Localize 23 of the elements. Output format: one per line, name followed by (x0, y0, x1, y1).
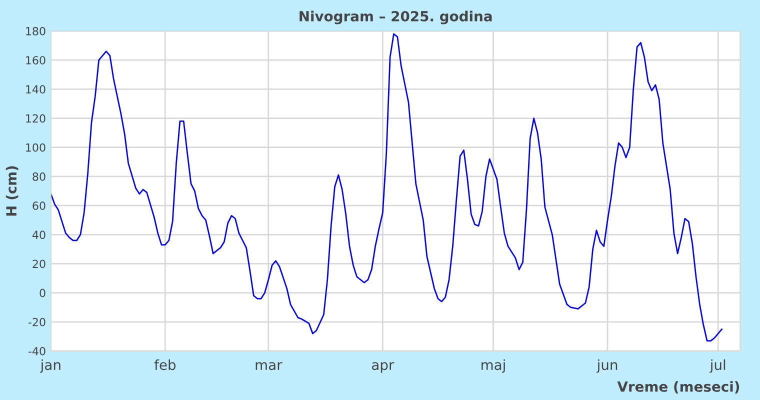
y-tick-label: 160 (26, 56, 46, 64)
x-tick-label: maj (482, 359, 505, 373)
x-tick-label: jul (710, 359, 726, 373)
line-series (50, 33, 723, 342)
y-tick-label: 140 (26, 85, 46, 94)
x-axis-title: Vreme (meseci) (617, 381, 740, 394)
y-axis-title: H (cm) (6, 166, 18, 216)
x-tick-label: feb (154, 359, 176, 370)
y-tick-label: 0 (40, 288, 46, 298)
y-tick-label: 40 (32, 230, 46, 240)
y-tick-label: 180 (26, 26, 46, 36)
y-tick-label: 20 (32, 260, 46, 268)
x-tick-label: jan (40, 359, 60, 373)
x-tick-label: apr (372, 362, 394, 373)
x-tick-label: jun (596, 359, 618, 373)
y-tick-label: -40 (28, 346, 46, 356)
y-tick-label: 60 (32, 202, 46, 210)
y-tick-label: -20 (28, 318, 46, 326)
chart-title: Nivogram – 2025. godina (300, 10, 492, 24)
x-tick-label: mar (256, 362, 282, 370)
y-tick-label: 80 (32, 172, 46, 181)
y-tick-label: 100 (26, 143, 46, 152)
y-tick-label: 120 (26, 114, 46, 123)
